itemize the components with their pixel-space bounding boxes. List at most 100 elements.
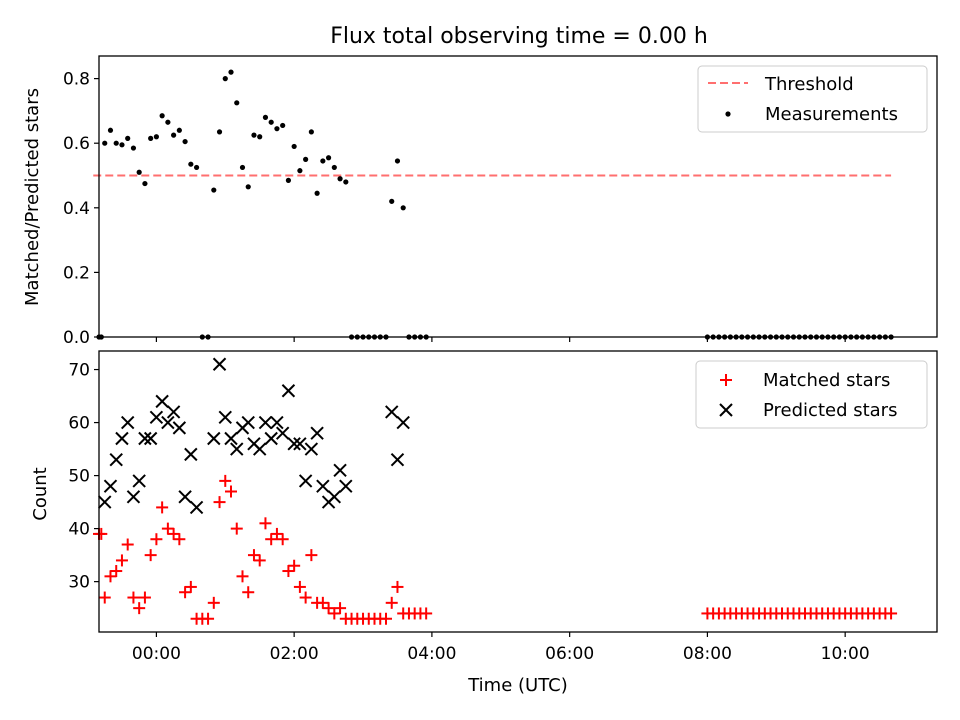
predicted-star-point xyxy=(270,415,284,430)
measurement-point xyxy=(394,158,401,164)
predicted-star-point xyxy=(155,394,169,409)
matched-star-point xyxy=(420,607,433,620)
predicted-star-stroke xyxy=(396,415,410,430)
predicted-star-point xyxy=(115,431,129,446)
matched-star-point xyxy=(219,474,232,487)
matched-star-point xyxy=(115,554,128,567)
predicted-star-stroke xyxy=(132,474,146,488)
matched-star-point xyxy=(213,496,226,509)
measurement-point xyxy=(257,134,263,140)
bottom-y-tick-label: 60 xyxy=(68,414,90,434)
predicted-star-stroke xyxy=(189,500,204,515)
matched-star-point xyxy=(322,602,335,615)
predicted-star-stroke xyxy=(304,442,319,456)
predicted-star-point xyxy=(230,442,244,456)
bottom-y-axis-label: Count xyxy=(30,467,51,520)
measurement-point xyxy=(222,76,228,82)
legend-matched-marker xyxy=(720,374,732,386)
matched-star-point xyxy=(127,591,140,604)
predicted-star-stroke xyxy=(293,437,307,451)
predicted-star-stroke xyxy=(310,426,324,440)
matched-star-point xyxy=(282,565,295,578)
predicted-star-stroke xyxy=(149,410,164,424)
measurement-point xyxy=(297,168,303,174)
matched-star-point xyxy=(104,570,117,583)
predicted-star-point xyxy=(264,431,278,446)
predicted-star-point xyxy=(390,452,405,467)
measurement-point xyxy=(107,127,114,133)
predicted-star-point xyxy=(149,410,164,424)
legend-predicted-marker xyxy=(719,403,733,417)
predicted-star-point xyxy=(293,437,307,451)
measurement-point xyxy=(125,135,131,141)
measurement-point xyxy=(119,142,125,148)
matched-star-point xyxy=(259,517,272,530)
predicted-star-stroke xyxy=(253,442,267,456)
matched-star-point xyxy=(95,527,108,540)
measurement-point xyxy=(153,134,159,140)
measurement-point xyxy=(280,122,286,129)
bottom-x-tick-label: 02:00 xyxy=(270,644,319,664)
predicted-star-stroke xyxy=(109,452,123,467)
predicted-star-stroke xyxy=(316,479,330,493)
predicted-star-stroke xyxy=(327,490,342,504)
top-y-tick-label: 0.0 xyxy=(63,328,90,348)
matched-star-point xyxy=(230,522,243,535)
predicted-star-stroke xyxy=(138,431,152,446)
predicted-star-stroke xyxy=(298,474,313,488)
predicted-star-stroke xyxy=(166,405,181,419)
bottom-x-axis: 00:00 02:00 04:00 06:00 08:00 10:00 xyxy=(132,632,870,664)
top-y-tick-label: 0.2 xyxy=(63,263,90,283)
measurement-point xyxy=(268,119,274,125)
bottom-legend: Matched stars Predicted stars xyxy=(695,360,928,429)
measurement-point xyxy=(389,198,395,204)
measurement-point xyxy=(182,138,188,145)
predicted-star-stroke xyxy=(275,426,290,440)
predicted-star-point xyxy=(275,426,290,440)
matched-star-point xyxy=(150,533,163,546)
bottom-legend-box xyxy=(695,360,928,429)
matched-star-point xyxy=(184,580,197,593)
measurement-point xyxy=(325,155,332,161)
predicted-star-stroke xyxy=(115,431,129,446)
bottom-x-tick-label: 00:00 xyxy=(132,644,181,664)
predicted-star-point xyxy=(161,415,175,430)
measurement-point xyxy=(171,132,177,138)
measurement-point xyxy=(320,158,326,164)
measurement-point xyxy=(400,205,406,211)
bottom-y-tick-label: 30 xyxy=(68,573,90,593)
measurement-point xyxy=(148,135,154,141)
predicted-star-point xyxy=(304,442,319,456)
bottom-x-tick-label: 04:00 xyxy=(407,644,456,664)
predicted-star-stroke xyxy=(126,490,141,504)
bottom-y-tick-label: 40 xyxy=(68,520,90,540)
predicted-star-point xyxy=(120,415,135,430)
bottom-panel: 30 40 50 60 70 00:00 02:00 04:00 06:00 08:00 10:0… xyxy=(30,350,938,696)
measurement-point xyxy=(314,190,320,196)
measurement-point xyxy=(245,184,251,190)
predicted-star-stroke xyxy=(161,415,175,430)
bottom-axes-frame xyxy=(98,350,938,633)
predicted-star-point xyxy=(385,405,399,419)
measurement-point xyxy=(262,114,269,120)
predicted-star-stroke xyxy=(218,410,232,424)
matched-star-point xyxy=(179,586,192,599)
predicted-star-stroke xyxy=(287,437,301,451)
bottom-x-tick-label: 06:00 xyxy=(545,644,594,664)
matched-star-point xyxy=(253,554,266,567)
predicted-star-point xyxy=(212,357,227,371)
predicted-star-point xyxy=(109,452,123,467)
matched-star-point xyxy=(293,580,306,593)
predicted-star-stroke xyxy=(103,479,118,493)
predicted-star-point xyxy=(298,474,313,488)
predicted-star-point xyxy=(103,479,118,493)
predicted-star-stroke xyxy=(264,431,278,446)
predicted-star-point xyxy=(281,384,296,398)
bottom-y-tick-label: 50 xyxy=(68,467,90,487)
predicted-star-stroke xyxy=(333,463,347,477)
matched-star-point xyxy=(316,596,329,609)
matched-star-point xyxy=(236,570,249,583)
matched-star-point xyxy=(885,607,898,620)
top-x-ticks xyxy=(155,337,846,342)
